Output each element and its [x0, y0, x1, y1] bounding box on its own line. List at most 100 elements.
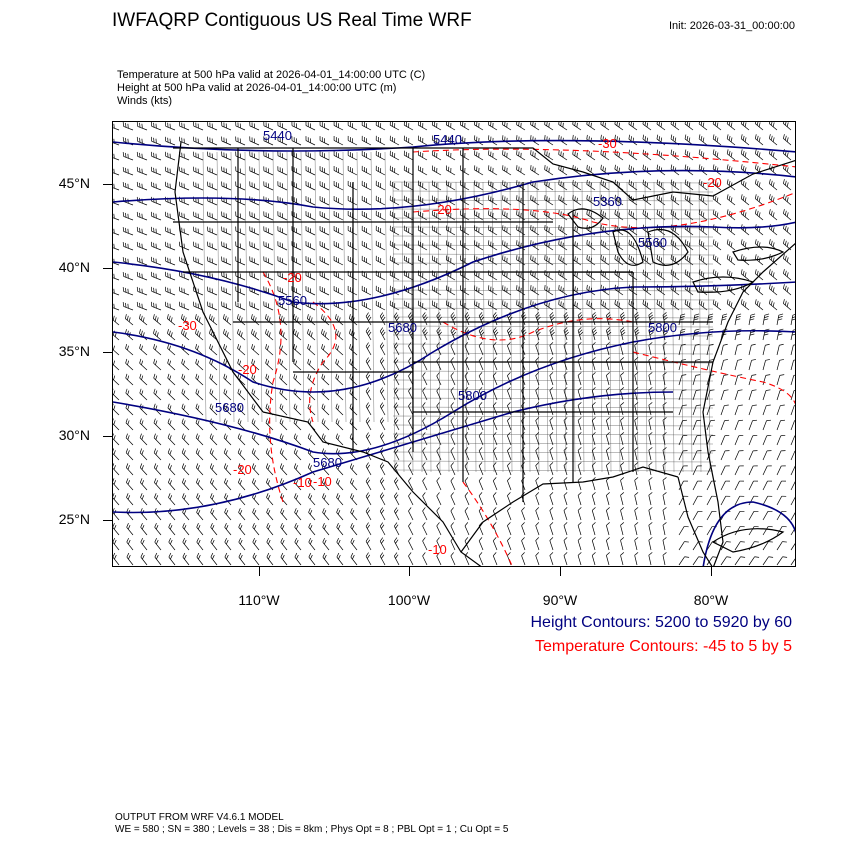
- wind-barb: [634, 552, 639, 566]
- wind-barb: [698, 149, 708, 161]
- wind-barb: [266, 508, 274, 521]
- wind-barb: [670, 299, 680, 311]
- map-canvas: 5440 5440 5360 5560 5680 5560 5680 5800 5680 5800…: [113, 122, 795, 566]
- wind-barb: [549, 477, 554, 491]
- wind-barb: [572, 194, 582, 206]
- wind-barb: [347, 135, 358, 146]
- wind-barb: [193, 151, 204, 161]
- wind-barb: [591, 357, 596, 371]
- wind-barb: [488, 180, 498, 191]
- wind-barb: [140, 493, 148, 506]
- wind-barb: [662, 552, 667, 566]
- wind-barb: [614, 209, 624, 221]
- wind-barb: [656, 299, 666, 311]
- county-line: [536, 181, 540, 473]
- wind-barb: [712, 194, 722, 206]
- wind-barb: [790, 313, 795, 326]
- wind-barb: [389, 240, 400, 251]
- wind-barb: [365, 342, 372, 356]
- wind-barb: [474, 180, 484, 191]
- wind-barb: [294, 552, 302, 566]
- wind-barb: [333, 286, 344, 296]
- wind-barb: [294, 508, 302, 521]
- wind-barb: [535, 447, 540, 461]
- wind-barb: [706, 313, 714, 326]
- wind-barb: [182, 537, 190, 551]
- wind-barb: [656, 239, 666, 251]
- wind-barb: [195, 463, 204, 476]
- height-contour-line: [113, 169, 795, 210]
- wind-barb: [436, 417, 442, 431]
- wind-barb: [712, 224, 722, 236]
- wind-barb: [563, 462, 568, 476]
- wind-barb: [776, 495, 787, 506]
- wind-barb: [620, 312, 626, 326]
- wind-barb: [577, 327, 584, 341]
- wind-barb: [563, 432, 568, 446]
- temperature-contours: [262, 148, 795, 566]
- wind-barb: [734, 450, 744, 461]
- wind-barb: [488, 122, 498, 131]
- temperature-contour-line: [412, 192, 795, 229]
- wind-barb: [656, 122, 666, 131]
- footer-model-info: OUTPUT FROM WRF V4.6.1 MODEL: [115, 812, 284, 823]
- wind-barb: [294, 523, 302, 536]
- wind-barb: [591, 462, 596, 476]
- county-line: [392, 469, 714, 472]
- wind-barb: [265, 373, 274, 386]
- wind-barb: [350, 478, 358, 491]
- wind-barb: [726, 239, 736, 251]
- wind-barb: [122, 241, 134, 251]
- wind-barb: [322, 493, 330, 506]
- wind-barb: [502, 210, 512, 221]
- wind-barb: [502, 240, 512, 251]
- wind-barb: [195, 418, 204, 431]
- wind-barb: [521, 357, 526, 371]
- wind-barb: [577, 537, 582, 551]
- wind-barb: [478, 402, 484, 416]
- wind-barb: [336, 493, 344, 506]
- wind-barb: [394, 342, 400, 356]
- wind-barb: [193, 136, 204, 146]
- wind-barb: [305, 166, 316, 176]
- wind-barb: [140, 552, 148, 566]
- wind-barb: [648, 462, 653, 476]
- wind-barb: [446, 150, 456, 161]
- wind-barb: [235, 122, 246, 131]
- wind-barb: [422, 477, 428, 491]
- wind-barb: [507, 537, 512, 551]
- wind-barb: [516, 150, 526, 161]
- wind-barb: [678, 419, 688, 431]
- wind-barb: [136, 166, 148, 176]
- wind-barb: [153, 314, 162, 326]
- wind-barb: [237, 343, 246, 356]
- wind-barb: [591, 312, 598, 326]
- county-line: [401, 181, 405, 473]
- wind-barb: [642, 179, 652, 191]
- wind-barb: [379, 387, 386, 401]
- wind-barb: [648, 402, 653, 416]
- wind-barb: [740, 209, 750, 221]
- wind-barb: [762, 526, 773, 536]
- wind-barb: [502, 150, 512, 161]
- wind-barb: [422, 312, 428, 326]
- wind-barb: [113, 343, 120, 356]
- wind-barb: [249, 211, 260, 221]
- wind-barb: [591, 492, 596, 506]
- wind-barb: [600, 209, 610, 221]
- wind-barb: [349, 433, 358, 446]
- temperature-contour-line: [632, 351, 795, 405]
- county-line: [392, 343, 714, 346]
- lon-label-100w: 100°W: [387, 592, 431, 608]
- wind-barb: [521, 552, 526, 566]
- wind-barb: [684, 194, 694, 206]
- wind-barb: [321, 373, 330, 386]
- county-line: [599, 181, 603, 473]
- wind-barb: [558, 122, 568, 131]
- county-line: [527, 181, 531, 473]
- wind-barb: [361, 300, 372, 311]
- wind-barb: [642, 149, 652, 161]
- wind-barb: [223, 403, 232, 416]
- wind-barb: [179, 301, 190, 311]
- wind-barb: [648, 342, 653, 356]
